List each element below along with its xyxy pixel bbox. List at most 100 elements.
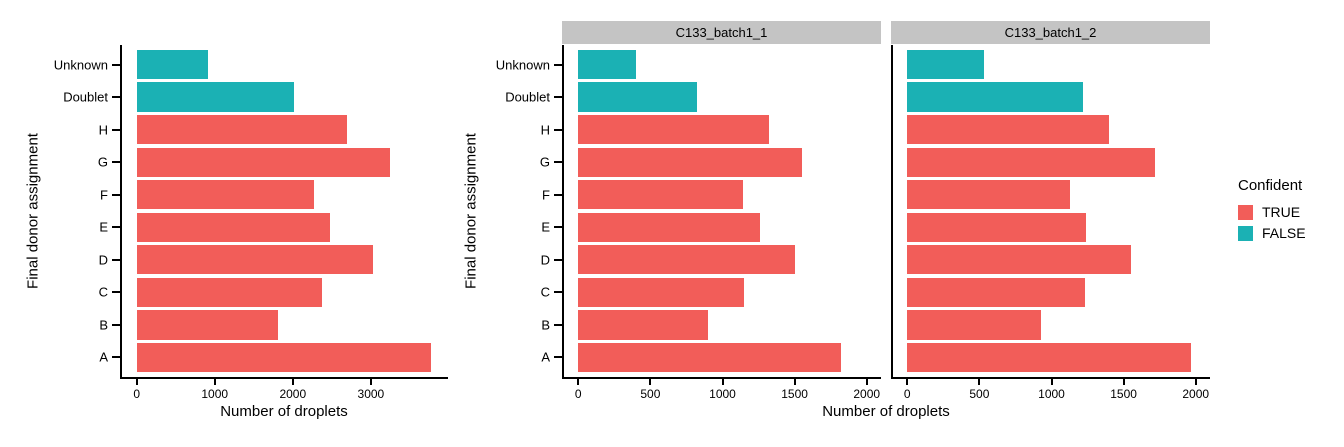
x-axis-tick [291,379,294,385]
facet-strip-batch1-2: C133_batch1_2 [891,21,1210,44]
y-axis-tick [112,96,120,99]
plot-panel-batch1-1 [562,45,881,379]
x-axis-tick [213,379,216,385]
bar-e [578,212,760,242]
y-axis-tick-label: D [98,252,108,268]
y-axis-tick-label: Unknown [53,57,108,73]
bar-b [907,310,1042,340]
legend-swatch-false [1238,225,1253,241]
x-axis-tick [369,379,372,385]
bar-c [907,277,1085,307]
y-axis-tick [554,226,562,229]
bar-unknown [907,49,984,80]
x-axis-title-facets: Number of droplets [822,403,950,420]
x-axis-ticks-batch1-2: 0 500 1000 1500 2000 [893,379,1210,405]
y-axis-tick [112,226,120,229]
y-axis-tick-label: B [99,317,108,333]
y-axis-tick [112,291,120,294]
y-axis-tick-label: C [98,284,108,300]
bar-a [907,342,1192,373]
x-axis-tick-label: 1000 [709,387,736,401]
y-axis-tick [554,63,562,66]
y-axis-tick [554,161,562,164]
y-axis-tick-label: G [97,154,108,170]
legend-swatch-true [1238,204,1253,220]
y-axis-tick-label: B [541,317,550,333]
x-axis-tick-label: 0 [574,387,582,401]
bar-a [578,342,841,373]
bar-g [578,147,802,177]
y-axis-tick-label: G [539,154,550,170]
y-axis-tick-label: E [99,219,108,235]
x-axis-tick [1122,379,1125,385]
bar-h [578,114,769,145]
plot-panel-overall [120,45,448,379]
y-axis-tick [554,193,562,196]
x-axis-tick-label: 0 [133,387,140,401]
bar-b [136,310,278,340]
y-axis-tick-label: A [99,349,108,365]
bar-d [907,245,1131,275]
y-axis-tick [554,356,562,359]
bar-unknown [578,49,636,80]
y-axis-ticks-facets [554,45,562,377]
plot-panel-batch1-2 [891,45,1210,379]
y-axis-tick [112,63,120,66]
x-axis-tick [1194,379,1197,385]
x-axis-tick [649,379,652,385]
x-axis-tick [135,379,138,385]
x-axis-tick-label: 3000 [357,387,385,401]
x-axis-tick-label: 1000 [1038,387,1065,401]
legend-items: TRUE FALSE [1238,204,1344,241]
x-axis-tick [865,379,868,385]
x-axis-tick [721,379,724,385]
bar-doublet [136,82,295,112]
y-axis-tick-label: F [542,187,550,203]
y-axis-tick-label: F [100,187,108,203]
x-axis-tick-label: 1500 [1110,387,1137,401]
y-axis-tick [554,96,562,99]
x-axis-title-overall: Number of droplets [220,403,348,420]
bar-doublet [578,82,697,112]
bar-f [136,180,314,210]
bar-b [578,310,709,340]
y-axis-tick [554,323,562,326]
x-axis-tick-label: 2000 [1182,387,1210,401]
y-axis-labels-facets: Unknown Doublet H G F E D C B A [452,45,550,377]
y-axis-tick-label: A [541,349,550,365]
bar-e [907,212,1087,242]
bar-d [578,245,795,275]
y-axis-tick-label: Doublet [63,89,108,105]
y-axis-tick-label: Doublet [505,89,550,105]
bar-h [136,114,348,145]
y-axis-tick [554,291,562,294]
x-axis-tick-label: 0 [903,387,911,401]
x-axis-tick [1050,379,1053,385]
bar-doublet [907,82,1084,112]
y-axis-tick-label: H [98,122,108,138]
y-axis-tick-label: D [540,252,550,268]
y-axis-tick [554,258,562,261]
legend-label: FALSE [1262,225,1306,241]
legend-label: TRUE [1262,204,1301,220]
x-axis-tick [906,379,909,385]
bar-h [907,114,1110,145]
y-axis-tick [112,258,120,261]
bar-unknown [136,49,208,80]
y-axis-tick [112,356,120,359]
bar-f [578,180,743,210]
x-axis-tick-label: 500 [969,387,990,401]
y-axis-tick-label: H [540,122,550,138]
y-axis-tick [112,193,120,196]
y-axis-tick-label: Unknown [495,57,550,73]
y-axis-tick [112,323,120,326]
x-axis-tick-label: 2000 [279,387,307,401]
bar-d [136,245,374,275]
y-axis-labels-overall: Unknown Doublet H G F E D C B A [10,45,108,377]
bar-e [136,212,331,242]
x-axis-ticks-batch1-1: 0 500 1000 1500 2000 [564,379,881,405]
bar-g [136,147,390,177]
y-axis-ticks-overall [112,45,120,377]
bar-c [136,277,323,307]
